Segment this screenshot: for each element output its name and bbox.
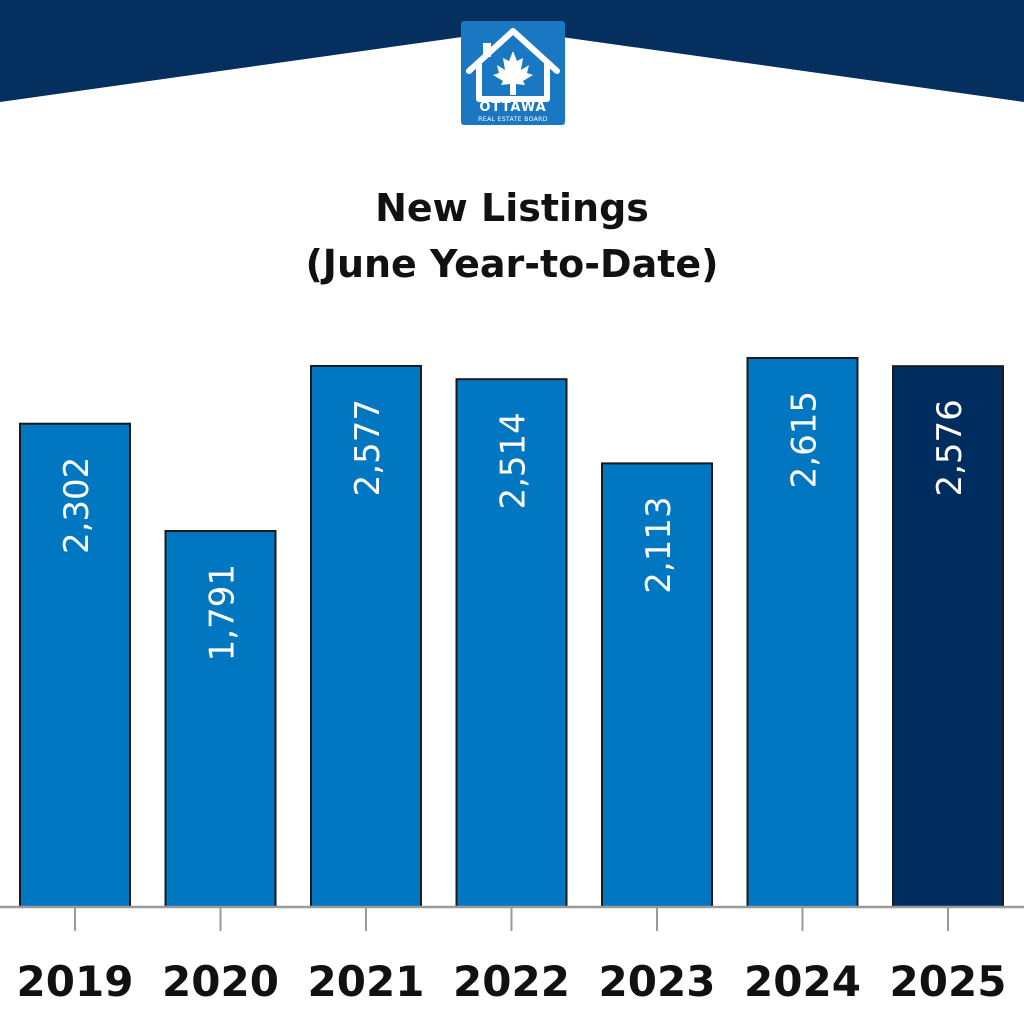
bar-2020 — [164, 529, 277, 908]
banner-shape — [0, 0, 1024, 102]
data-label-2024: 2,615 — [785, 391, 825, 488]
house-icon — [466, 28, 560, 102]
bar-2025 — [892, 365, 1004, 909]
bar-2022 — [455, 378, 568, 908]
maple-leaf-icon — [493, 51, 533, 95]
x-tick-label-2024: 2024 — [744, 957, 861, 1006]
data-label-2020: 1,791 — [203, 564, 243, 661]
x-tick-label-2019: 2019 — [17, 957, 134, 1006]
header-banner — [0, 0, 1024, 102]
x-tick-label-2025: 2025 — [890, 957, 1007, 1006]
chart-title: New Listings — [375, 186, 649, 230]
data-label-2025: 2,576 — [930, 399, 970, 496]
data-label-2019: 2,302 — [57, 457, 97, 554]
bar-2024 — [746, 357, 859, 908]
x-tick-label-2023: 2023 — [599, 957, 716, 1006]
logo-subtitle: REAL ESTATE BOARD — [478, 116, 548, 123]
x-tick-label-2021: 2021 — [308, 957, 425, 1006]
data-label-2023: 2,113 — [639, 496, 679, 593]
bar-2021 — [310, 364, 422, 908]
x-tick-label-2020: 2020 — [162, 957, 279, 1006]
bar-2019 — [19, 422, 131, 908]
chart-title-block: New Listings (June Year-to-Date) — [0, 180, 1024, 292]
bar-2023 — [601, 462, 713, 908]
data-label-2021: 2,577 — [348, 399, 388, 496]
x-tick-label-2022: 2022 — [453, 957, 570, 1006]
chart-subtitle: (June Year-to-Date) — [305, 242, 719, 286]
data-label-2022: 2,514 — [494, 412, 534, 509]
chimney-icon — [483, 43, 491, 57]
logo-name: OTTAWA — [479, 100, 546, 115]
ottawa-real-estate-board-logo: OTTAWA REAL ESTATE BOARD — [461, 21, 565, 125]
